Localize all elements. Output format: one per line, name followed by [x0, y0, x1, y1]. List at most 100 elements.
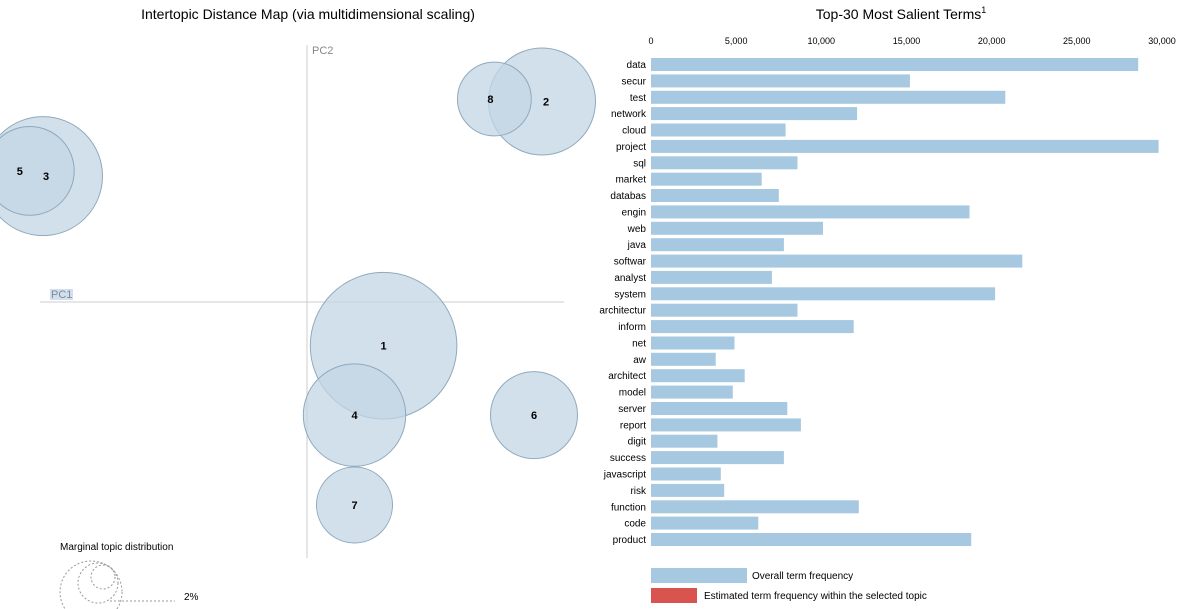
bar-overall-market[interactable]: [651, 172, 762, 186]
term-label-model[interactable]: model: [619, 388, 646, 399]
legend-overall-label: Overall term frequency: [752, 571, 853, 582]
term-label-databas[interactable]: databas: [610, 191, 646, 202]
x-tick-label: 20,000: [978, 36, 1006, 46]
salient-terms-title: Top-30 Most Salient Terms1: [816, 5, 987, 22]
marginal-percent-label: 2%: [184, 592, 199, 603]
term-label-market[interactable]: market: [615, 175, 646, 186]
marginal-circle-large: [59, 560, 123, 609]
topic-label-7: 7: [351, 500, 357, 512]
term-label-code[interactable]: code: [624, 519, 646, 530]
intertopic-map-panel: Intertopic Distance Map (via multidimens…: [0, 6, 596, 609]
topic-bubble-8[interactable]: [457, 61, 532, 137]
bar-overall-net[interactable]: [651, 336, 735, 350]
bar-overall-code[interactable]: [651, 516, 759, 530]
term-label-net[interactable]: net: [632, 339, 646, 350]
legend-estimated-label: Estimated term frequency within the sele…: [704, 591, 927, 602]
term-label-cloud[interactable]: cloud: [622, 126, 646, 137]
topic-label-6: 6: [531, 410, 537, 422]
bar-overall-aw[interactable]: [651, 352, 716, 366]
term-label-network[interactable]: network: [611, 109, 647, 120]
x-tick-label: 0: [648, 36, 653, 46]
topic-bubble-7[interactable]: [316, 466, 393, 544]
bar-overall-server[interactable]: [651, 402, 788, 415]
topic-label-4: 4: [351, 410, 358, 422]
term-label-architectur[interactable]: architectur: [599, 306, 646, 317]
marginal-distribution-title: Marginal topic distribution: [60, 542, 173, 553]
bar-overall-function[interactable]: [651, 500, 859, 514]
bar-overall-system[interactable]: [651, 287, 996, 301]
salient-terms-title-superscript: 1: [981, 5, 986, 15]
topic-label-3: 3: [43, 171, 49, 183]
term-label-javascript[interactable]: javascript: [603, 470, 646, 481]
bar-overall-javascript[interactable]: [651, 467, 721, 481]
pc2-axis-label: PC2: [312, 45, 333, 57]
term-label-digit[interactable]: digit: [628, 437, 647, 448]
term-label-system[interactable]: system: [614, 289, 646, 300]
bar-overall-architect[interactable]: [651, 369, 745, 383]
bar-overall-network[interactable]: [651, 107, 858, 121]
term-label-web[interactable]: web: [627, 224, 647, 235]
topic-bubbles: [0, 47, 596, 544]
term-label-server[interactable]: server: [618, 404, 646, 415]
bar-overall-engin[interactable]: [651, 205, 970, 219]
bar-overall-architectur[interactable]: [651, 303, 798, 317]
x-tick-label: 30,000: [1148, 36, 1176, 46]
salient-terms-title-text: Top-30 Most Salient Terms: [816, 6, 981, 22]
bar-overall-secur[interactable]: [651, 74, 910, 88]
bar-overall-success[interactable]: [651, 451, 784, 465]
bar-overall-web[interactable]: [651, 221, 823, 235]
term-label-aw[interactable]: aw: [633, 355, 647, 366]
salient-terms-panel: Top-30 Most Salient Terms1 0 5,000 10,000 1…: [599, 5, 1176, 603]
bar-overall-risk[interactable]: [651, 483, 725, 497]
term-label-analyst[interactable]: analyst: [614, 273, 646, 284]
pc1-axis-label: PC1: [51, 289, 72, 301]
legend-estimated-swatch: [651, 588, 697, 603]
term-label-project[interactable]: project: [616, 142, 646, 153]
bar-overall-report[interactable]: [651, 418, 801, 432]
x-tick-label: 10,000: [808, 36, 836, 46]
bar-overall-analyst[interactable]: [651, 270, 772, 284]
term-label-secur[interactable]: secur: [622, 76, 647, 87]
term-labels: data secur test network cloud project sql marke…: [599, 60, 647, 546]
x-axis-ticks: 0 5,000 10,000 15,000 20,000 25,000 30,000: [648, 36, 1175, 46]
bar-overall-cloud[interactable]: [651, 123, 786, 137]
term-label-data[interactable]: data: [627, 60, 647, 71]
topic-bubble-5[interactable]: [0, 126, 75, 216]
pc1-label-highlight: [50, 289, 73, 300]
bar-overall-databas[interactable]: [651, 189, 779, 202]
term-label-java[interactable]: java: [627, 240, 647, 251]
bar-overall-project[interactable]: [651, 139, 1159, 153]
bar-overall-test[interactable]: [651, 90, 1006, 104]
bar-overall-digit[interactable]: [651, 434, 718, 448]
term-label-engin[interactable]: engin: [622, 207, 646, 218]
term-label-inform[interactable]: inform: [618, 322, 646, 333]
term-label-softwar[interactable]: softwar: [614, 257, 647, 268]
bar-overall-java[interactable]: [651, 238, 784, 252]
term-label-architect[interactable]: architect: [608, 371, 646, 382]
term-bars[interactable]: [651, 58, 1159, 546]
term-label-report[interactable]: report: [620, 420, 646, 431]
bar-overall-model[interactable]: [651, 385, 733, 399]
term-label-success[interactable]: success: [610, 453, 646, 464]
term-label-product[interactable]: product: [613, 535, 647, 546]
term-label-sql[interactable]: sql: [633, 158, 646, 169]
bar-overall-product[interactable]: [651, 533, 972, 546]
intertopic-map-title: Intertopic Distance Map (via multidimens…: [141, 6, 475, 22]
bar-overall-data[interactable]: [651, 58, 1139, 71]
topic-label-5: 5: [17, 166, 23, 178]
topic-bubble-4[interactable]: [302, 363, 407, 467]
topic-bubble-labels: 123456789: [17, 94, 549, 512]
x-tick-label: 25,000: [1063, 36, 1091, 46]
bar-overall-inform[interactable]: [651, 320, 854, 334]
term-label-function[interactable]: function: [611, 502, 646, 513]
term-label-test[interactable]: test: [630, 93, 646, 104]
topic-label-8: 8: [487, 94, 493, 106]
term-label-risk[interactable]: risk: [630, 486, 647, 497]
marginal-circle-medium: [77, 562, 119, 604]
marginal-circle-small: [90, 564, 116, 590]
x-tick-label: 5,000: [725, 36, 748, 46]
bar-overall-softwar[interactable]: [651, 254, 1023, 268]
topic-bubble-6[interactable]: [490, 371, 578, 460]
bar-overall-sql[interactable]: [651, 156, 798, 170]
